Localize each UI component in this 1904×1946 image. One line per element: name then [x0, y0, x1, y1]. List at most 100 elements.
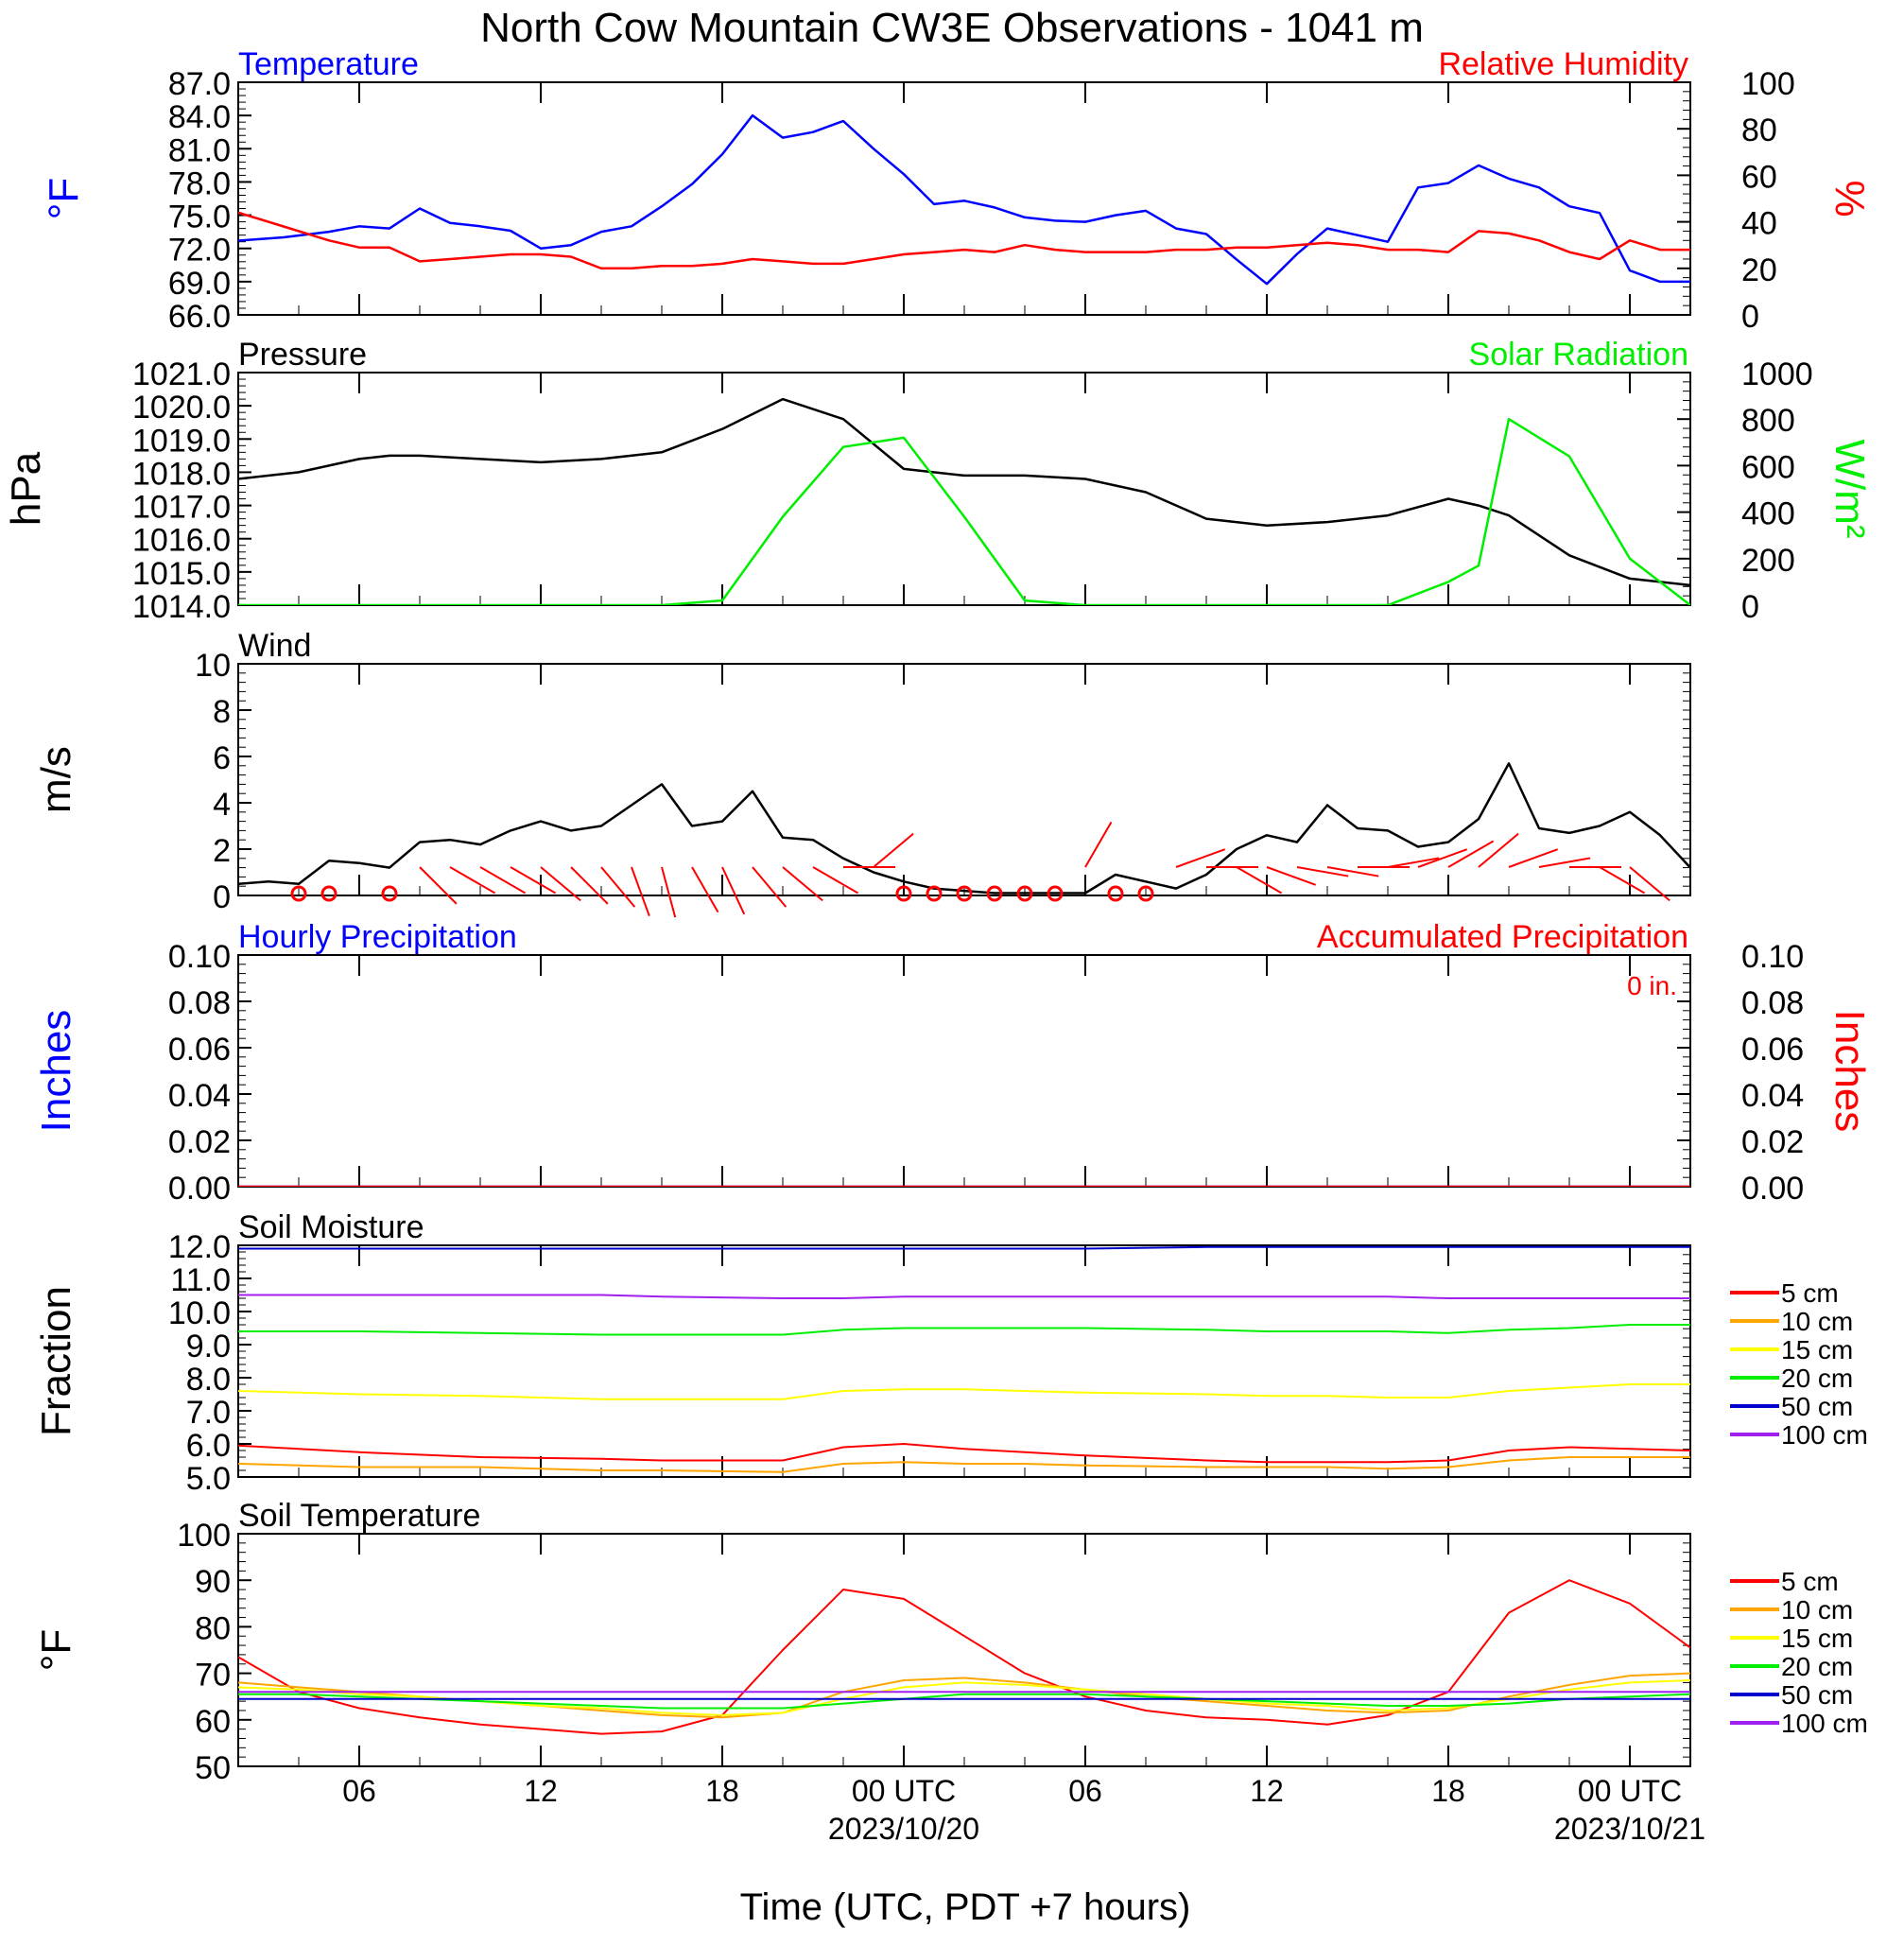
y-tick-label-left: 1015.0 [132, 556, 231, 592]
y-tick-label-left: 0.06 [168, 1032, 231, 1068]
y-tick-label-left: 2 [213, 833, 231, 869]
x-date-label: 2023/10/21 [1554, 1812, 1705, 1846]
legend-label: 5 cm [1781, 1567, 1839, 1596]
y-axis-label-right: % [1826, 180, 1873, 217]
wind-calm-marker [1107, 885, 1124, 902]
y-tick-label-left: 84.0 [168, 99, 231, 135]
y-tick-label-left: 1021.0 [132, 356, 231, 392]
panel-plot-area [238, 1579, 1690, 1735]
y-tick-label-left: 0 [213, 879, 231, 915]
wind-calm-marker [926, 885, 943, 902]
y-axis-label-right: W/m² [1826, 439, 1873, 538]
y-axis-label-left: hPa [3, 451, 49, 526]
x-axis: 06 12 18 00 UTC 06 12 18 00 UTC 2023/10/20 2023/1… [342, 1774, 1705, 1846]
y-tick-label-right: 100 [1741, 66, 1795, 102]
y-tick-label-left: 1016.0 [132, 523, 231, 559]
x-tick-label: 12 [524, 1774, 558, 1808]
wind-barb [570, 866, 609, 905]
y-tick-label-left: 78.0 [168, 165, 231, 201]
legend-label: 15 cm [1781, 1335, 1853, 1364]
wind-barb [1538, 857, 1591, 868]
legend-label: 10 cm [1781, 1595, 1853, 1625]
wind-barb [1296, 866, 1349, 877]
y-tick-label-right: 40 [1741, 206, 1777, 242]
legend-label: 100 cm [1781, 1420, 1868, 1450]
series-line-wind-speed [238, 762, 1690, 895]
wind-calm-marker [1047, 885, 1064, 902]
y-axis-label-left: m/s [33, 746, 79, 813]
wind-barb [1417, 848, 1468, 868]
legend-label: 20 cm [1781, 1652, 1853, 1681]
panel-plot-area [238, 762, 1690, 895]
y-tick-label-left: 4 [213, 787, 231, 823]
series-line-pressure [238, 397, 1690, 587]
plot-frame [237, 372, 1691, 606]
y-tick-label-right: 80 [1741, 113, 1777, 148]
series-line-20-cm [238, 1693, 1690, 1710]
y-tick-label-left: 1014.0 [132, 589, 231, 625]
x-date-label: 2023/10/20 [828, 1812, 979, 1846]
wind-barb [1447, 840, 1495, 868]
plot-frame [237, 954, 1691, 1188]
wind-barb [1629, 866, 1670, 902]
wind-barb [812, 866, 859, 895]
series-line-50-cm [238, 1245, 1690, 1250]
y-tick-label-left: 10.0 [168, 1295, 231, 1331]
wind-barb [1478, 832, 1519, 868]
wind-barb [721, 866, 746, 915]
wind-barb [873, 832, 914, 868]
y-tick-label-left: 8.0 [186, 1362, 231, 1398]
y-tick-label-left: 0.02 [168, 1124, 231, 1160]
y-tick-label-left: 75.0 [168, 200, 231, 235]
y-tick-label-left: 6 [213, 740, 231, 776]
y-axis-label-right: Inches [1826, 1010, 1873, 1133]
y-axis-label-left: °F [33, 1629, 79, 1671]
legend-label: 20 cm [1781, 1364, 1853, 1393]
x-tick-label: 06 [1068, 1774, 1102, 1808]
x-axis-label: Time (UTC, PDT +7 hours) [740, 1886, 1191, 1928]
y-tick-label-left: 0.08 [168, 985, 231, 1021]
y-tick-label-left: 10 [195, 648, 231, 684]
series-line-relative-humidity [238, 211, 1690, 270]
wind-barb [510, 866, 557, 895]
y-tick-label-left: 72.0 [168, 233, 231, 269]
series-line-temperature [238, 113, 1690, 286]
x-tick-label: 06 [342, 1774, 376, 1808]
plot-frame [237, 1533, 1691, 1767]
wind-calm-marker [956, 885, 973, 902]
y-tick-label-left: 11.0 [170, 1262, 231, 1298]
wind-barb [1236, 866, 1283, 895]
panel-soil-moisture: 12.011.010.09.08.07.06.05.0 Soil Moisture… [33, 1209, 1868, 1497]
plot-frame [237, 1244, 1691, 1478]
legend-label: 5 cm [1781, 1278, 1839, 1308]
y-tick-label-left: 5.0 [186, 1461, 231, 1497]
figure-title: North Cow Mountain CW3E Observations - 1… [480, 5, 1424, 51]
panel-temperature-humidity: 87.084.081.078.075.072.069.066.0 100 80 60 4… [41, 46, 1873, 335]
wind-barb [1387, 857, 1440, 868]
wind-calm-marker [290, 885, 307, 902]
legend-label: 100 cm [1781, 1709, 1868, 1738]
plot-frame [237, 663, 1691, 896]
legend-label: 50 cm [1781, 1680, 1853, 1710]
panel-title-left: Temperature [238, 46, 419, 82]
wind-barb [1326, 866, 1379, 877]
panel-title-left: Soil Moisture [238, 1209, 424, 1245]
wind-calm-marker [1137, 885, 1154, 902]
series-line-10-cm [238, 1456, 1690, 1473]
legend-label: 10 cm [1781, 1307, 1853, 1336]
legend-label: 50 cm [1781, 1392, 1853, 1421]
y-tick-label-left: 81.0 [168, 132, 231, 168]
series-line-20-cm [238, 1324, 1690, 1336]
y-tick-label-right: 60 [1741, 159, 1777, 195]
y-tick-label-right: 20 [1741, 252, 1777, 288]
panel-title-right: Accumulated Precipitation [1317, 919, 1688, 955]
y-tick-label-left: 1020.0 [132, 390, 231, 426]
panel-precipitation: 0.10 0.08 0.06 0.04 0.02 0.00 0.10 0.08 0.06 0.04… [33, 919, 1873, 1207]
wind-barb [1599, 866, 1646, 895]
y-tick-label-left: 0.00 [168, 1171, 231, 1207]
y-tick-label-left: 1017.0 [132, 490, 231, 526]
wind-barb [419, 866, 458, 905]
